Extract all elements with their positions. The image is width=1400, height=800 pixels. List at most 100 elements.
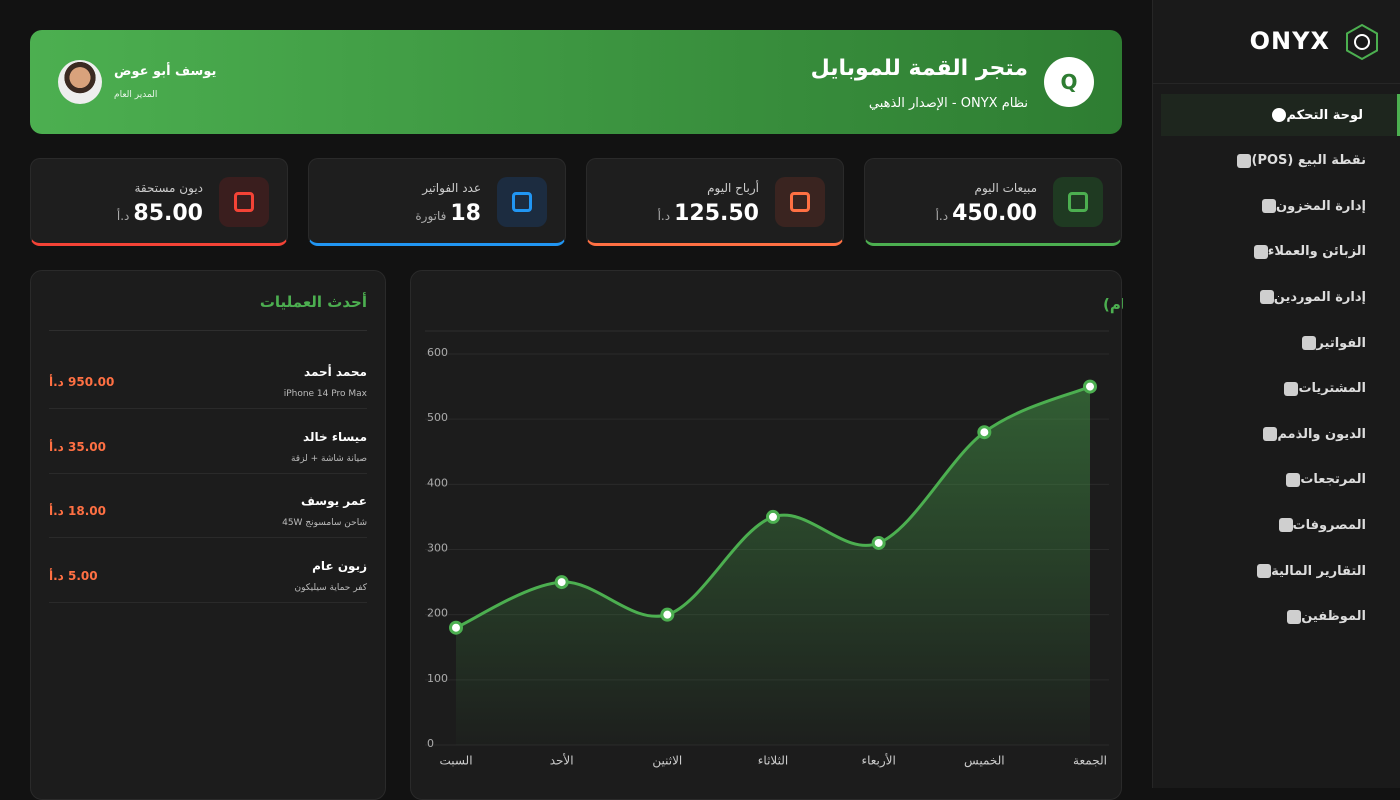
- transaction-row: عمر يوسف شاحن سامسونج 45W 18.00 د.أ: [49, 474, 367, 538]
- menu-icon: [1237, 153, 1252, 168]
- menu-icon: [1286, 472, 1301, 487]
- y-tick-label: 100: [427, 672, 448, 685]
- x-tick-label: الاثنين: [652, 754, 682, 769]
- stat-value-row: 85.00د.أ: [117, 201, 203, 226]
- stat-glyph: [512, 192, 532, 212]
- menu-label: الفواتير: [1316, 335, 1366, 351]
- y-tick-label: 600: [427, 346, 448, 359]
- menu-icon: [1262, 199, 1277, 214]
- chart-title: نمو المبيعات (آخر 7 أيام): [1103, 295, 1123, 314]
- point: [660, 607, 675, 622]
- header: Q متجر القمة للموبايل نظام ONYX - الإصدا…: [30, 30, 1122, 134]
- transaction-row: محمد أحمد iPhone 14 Pro Max 950.00 د.أ: [49, 345, 367, 409]
- menu-icon: [1257, 564, 1272, 578]
- point: [871, 535, 886, 550]
- stat-value: 125.50: [674, 201, 759, 226]
- menu-label: المصروفات: [1292, 517, 1367, 533]
- sidebar: ONYX لوحة التحكم نقطة البيع (POS) إدارة ال…: [1152, 0, 1400, 788]
- menu-icon: [1284, 381, 1299, 396]
- stat-icon: [219, 177, 269, 227]
- avatar[interactable]: [58, 60, 102, 104]
- stat-glyph: [234, 192, 254, 212]
- stat-icon: [497, 177, 547, 227]
- customer-name: زبون عام: [312, 558, 367, 573]
- menu-item[interactable]: إدارة الموردين: [1161, 276, 1400, 318]
- x-tick-label: الأربعاء: [861, 753, 895, 769]
- chart-panel: نمو المبيعات (آخر 7 أيام) 0 100 200 300 400 5…: [410, 270, 1288, 800]
- store-subtitle: نظام ONYX - الإصدار الذهبي: [868, 96, 1028, 111]
- menu-label: إدارة المخزون: [1276, 198, 1366, 214]
- customer-name: عمر يوسف: [300, 494, 367, 508]
- brand: ONYX: [1249, 27, 1330, 55]
- y-tick-label: 500: [427, 411, 448, 424]
- stat-label: ديون مستحقة: [134, 181, 203, 195]
- stat-card: مبيعات اليوم 450.00د.أ: [864, 158, 1122, 246]
- transactions-panel: أحدث العمليات محمد أحمد iPhone 14 Pro Max…: [30, 270, 386, 800]
- point: [766, 509, 780, 524]
- chart: نمو المبيعات (آخر 7 أيام) 0 100 200 300 400 5…: [425, 295, 1288, 769]
- transaction-amount: 950.00 د.أ: [49, 375, 115, 389]
- x-tick-label: السبت: [439, 754, 472, 768]
- menu-item[interactable]: الزبائن والعملاء: [1161, 231, 1400, 273]
- menu-item[interactable]: المصروفات: [1161, 504, 1400, 546]
- transaction-row: زبون عام كفر حماية سيليكون 5.00 د.أ: [49, 539, 367, 603]
- divider: [49, 330, 367, 331]
- menu-item[interactable]: الديون والذمم: [1161, 413, 1400, 455]
- menu-item[interactable]: إدارة المخزون: [1161, 185, 1400, 227]
- stat-unit: فاتورة: [415, 209, 447, 223]
- transaction-amount: 35.00 د.أ: [49, 439, 106, 454]
- y-tick-label: 0: [427, 737, 434, 750]
- stat-glyph: [1068, 192, 1088, 212]
- menu-icon: [1302, 336, 1317, 350]
- transaction-amount: 18.00 د.أ: [49, 504, 106, 518]
- customer-name: ميساء خالد: [303, 429, 367, 444]
- stat-icon: [775, 177, 825, 227]
- stat-glyph: [790, 192, 810, 212]
- menu-label: المشتريات: [1298, 381, 1366, 397]
- point: [449, 620, 463, 635]
- user-role: المدير العام: [114, 90, 158, 100]
- point: [977, 425, 992, 440]
- transaction-detail: صيانة شاشة + لزقة: [290, 453, 367, 464]
- transaction-amount: 5.00 د.أ: [49, 568, 98, 583]
- menu-item[interactable]: المشتريات: [1161, 368, 1400, 410]
- y-tick-label: 200: [427, 607, 448, 620]
- stat-label: أرباح اليوم: [707, 181, 759, 195]
- y-tick-label: 400: [427, 476, 448, 489]
- menu-item[interactable]: نقطة البيع (POS): [1161, 140, 1400, 182]
- menu-icon: [1263, 427, 1278, 442]
- y-tick-label: 300: [427, 542, 448, 555]
- stat-label: عدد الفواتير: [422, 181, 481, 195]
- menu-item[interactable]: الموظفين: [1161, 596, 1400, 638]
- stat-value-row: 125.50د.أ: [658, 201, 759, 226]
- brand-icon: [1346, 23, 1378, 61]
- stat-unit: د.أ: [935, 209, 949, 223]
- divider: [1153, 83, 1400, 84]
- menu-icon: [1278, 518, 1293, 533]
- stat-value-row: 450.00د.أ: [936, 201, 1037, 226]
- menu-item[interactable]: لوحة التحكم: [1161, 94, 1400, 136]
- logo: Q: [1044, 57, 1094, 107]
- stat-card: أرباح اليوم 125.50د.أ: [586, 158, 844, 246]
- x-tick-label: الخميس: [964, 754, 1005, 769]
- menu-item[interactable]: التقارير المالية: [1161, 550, 1400, 592]
- point: [554, 575, 569, 590]
- menu-label: الموظفين: [1301, 609, 1366, 625]
- transaction-row: ميساء خالد صيانة شاشة + لزقة 35.00 د.أ: [49, 410, 367, 474]
- stat-value-row: 18فاتورة: [415, 201, 481, 226]
- transaction-detail: كفر حماية سيليكون: [294, 582, 367, 593]
- stat-unit: د.أ: [116, 209, 130, 223]
- x-tick-label: الثلاثاء: [758, 754, 788, 768]
- menu-item[interactable]: المرتجعات: [1161, 459, 1400, 501]
- transaction-detail: شاحن سامسونج 45W: [282, 518, 367, 528]
- panel-title: أحدث العمليات: [259, 293, 367, 311]
- menu-item[interactable]: الفواتير: [1161, 322, 1400, 364]
- stat-label: مبيعات اليوم: [974, 181, 1037, 195]
- area: [456, 386, 1090, 745]
- menu-label: نقطة البيع (POS): [1251, 153, 1366, 169]
- stat-value: 85.00: [133, 201, 203, 226]
- stat-icon: [1053, 177, 1103, 227]
- x-tick-label: الجمعة: [1073, 754, 1107, 768]
- menu-icon: [1253, 244, 1268, 259]
- stat-card: عدد الفواتير 18فاتورة: [308, 158, 566, 246]
